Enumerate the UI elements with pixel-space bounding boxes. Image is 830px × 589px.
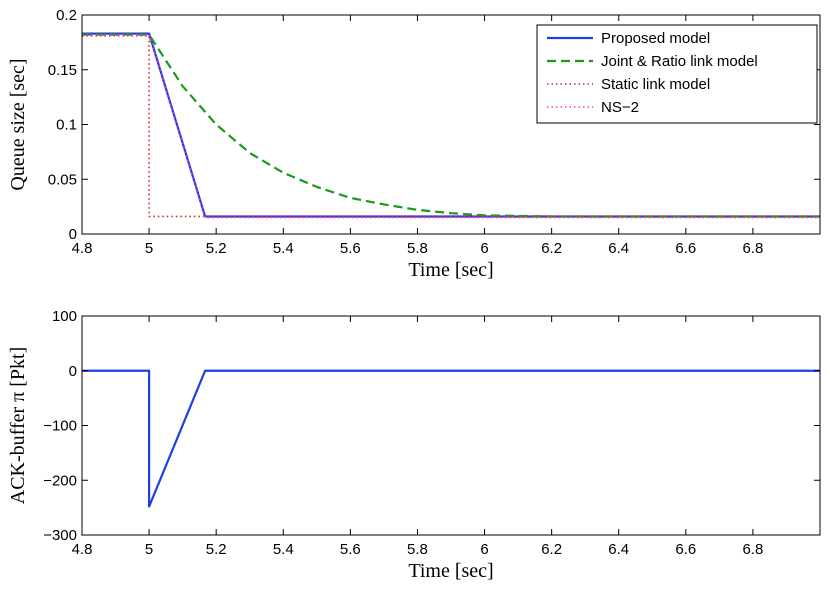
legend: Proposed model Joint & Ratio link model St… [536, 24, 818, 124]
x-tick-label: 6.2 [541, 240, 562, 257]
y-tick-label: −300 [43, 527, 77, 544]
x-tick-label: 6.4 [608, 541, 629, 558]
x-tick-label: 4.8 [72, 240, 93, 257]
x-tick-label: 5.4 [273, 541, 294, 558]
x-tick-label: 6.6 [675, 541, 696, 558]
series-line-0 [82, 369, 820, 508]
y-tick-label: 0.05 [48, 171, 77, 188]
x-tick-label: 6 [480, 541, 488, 558]
legend-label-2: Static link model [601, 76, 710, 93]
queue-size-chart: 4.8 5 5.2 5.4 5.6 5.8 6 6.2 6.4 6.6 6.8 0 0.05 0.1 0.1… [7, 7, 821, 281]
y-tick-label: 0 [69, 226, 77, 243]
y-tick-label: 0.15 [48, 62, 77, 79]
series-line-1 [82, 33, 820, 218]
x-tick-label: 6.6 [675, 240, 696, 257]
x-tick-label: 5.6 [340, 240, 361, 257]
x-axis-label: Time [sec] [408, 259, 493, 281]
series-line-3 [82, 33, 820, 219]
y-tick-label: −100 [43, 418, 77, 435]
x-tick-label: 5.6 [340, 541, 361, 558]
x-tick-label: 5.2 [206, 240, 227, 257]
y-tick-label: 0 [69, 363, 77, 380]
y-tick-label: −200 [43, 472, 77, 489]
y-axis-label: Queue size [sec] [7, 58, 29, 190]
legend-label-3: NS−2 [601, 99, 639, 116]
x-tick-label: 5.8 [407, 240, 428, 257]
x-tick-label: 5.2 [206, 541, 227, 558]
x-tick-label: 6 [480, 240, 488, 257]
x-tick-label: 5 [145, 541, 153, 558]
x-tick-label: 5.4 [273, 240, 294, 257]
axes-box [81, 315, 821, 536]
y-axis-label: ACK-buffer π [Pkt] [7, 347, 29, 504]
x-tick-label: 6.8 [742, 541, 763, 558]
y-tick-label: 0.1 [56, 117, 77, 134]
legend-label-1: Joint & Ratio link model [601, 53, 758, 70]
ack-buffer-chart: 4.8 5 5.2 5.4 5.6 5.8 6 6.2 6.4 6.6 6.8 100 0 −100 −20… [7, 308, 821, 582]
x-axis-label: Time [sec] [408, 560, 493, 582]
x-tick-label: 5.8 [407, 541, 428, 558]
y-tick-label: 100 [52, 308, 77, 325]
x-tick-label: 6.8 [742, 240, 763, 257]
x-tick-label: 5 [145, 240, 153, 257]
x-tick-label: 6.4 [608, 240, 629, 257]
x-tick-label: 6.2 [541, 541, 562, 558]
legend-label-0: Proposed model [601, 30, 710, 47]
y-tick-label: 0.2 [56, 7, 77, 24]
x-tick-label: 4.8 [72, 541, 93, 558]
